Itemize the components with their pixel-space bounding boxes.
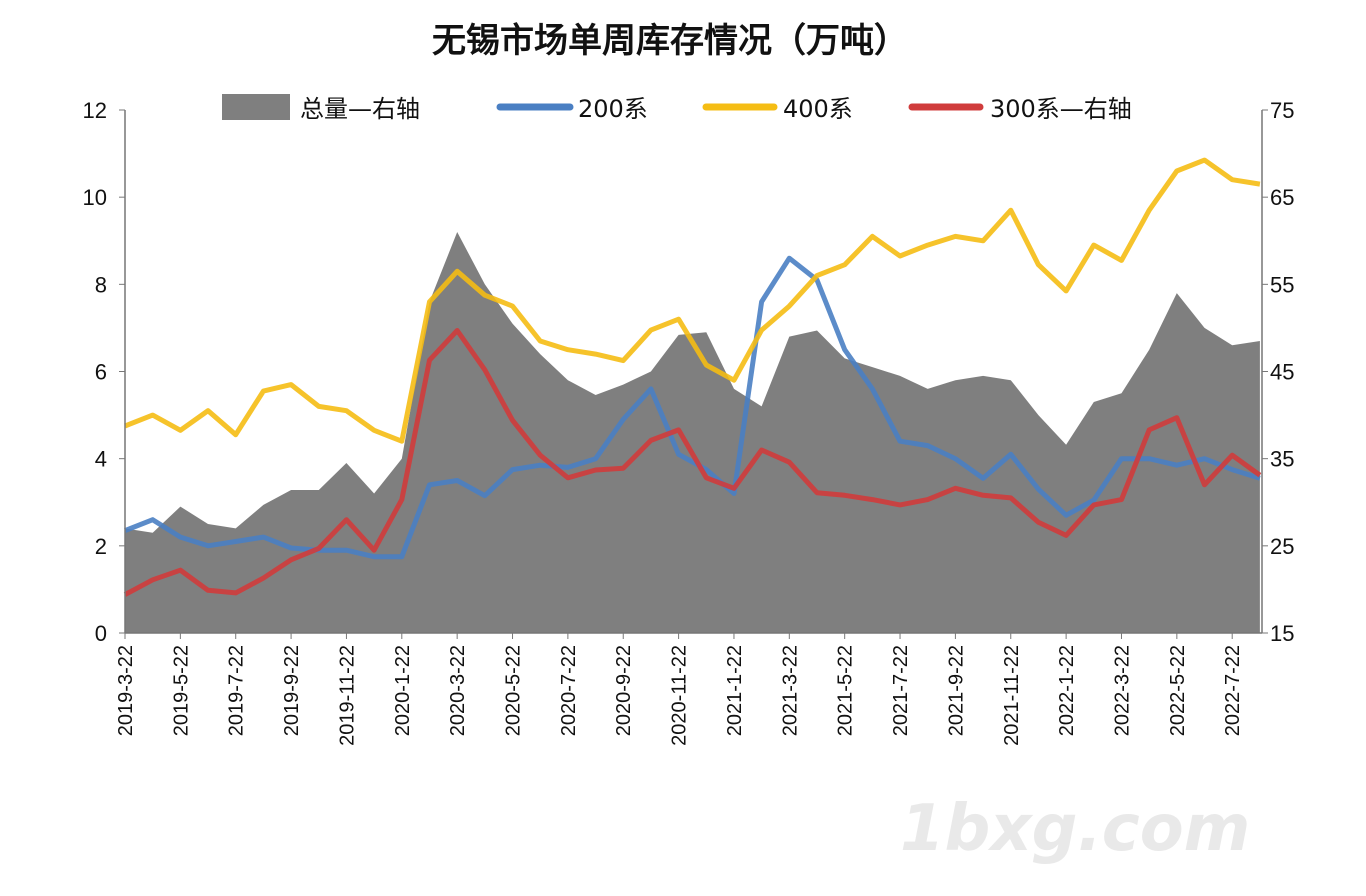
x-tick-label: 2022-5-22 — [1167, 645, 1189, 736]
x-tick-label: 2020-7-22 — [558, 645, 580, 736]
y-left-tick-label: 0 — [95, 621, 107, 646]
x-tick-label: 2021-3-22 — [779, 645, 801, 736]
watermark: 1bxg.com — [900, 792, 1250, 866]
plot-area — [123, 157, 1262, 633]
series-line-400 — [124, 157, 1261, 444]
legend-label-total: 总量—右轴 — [300, 95, 420, 123]
x-tick-label: 2019-9-22 — [281, 645, 303, 736]
x-tick-label: 2022-1-22 — [1056, 645, 1078, 736]
x-tick-label: 2020-5-22 — [503, 645, 525, 736]
x-tick-label: 2022-7-22 — [1222, 645, 1244, 736]
series-line-300 — [123, 328, 1262, 597]
x-tick-label: 2020-9-22 — [613, 645, 635, 736]
legend-label-300: 300系—右轴 — [990, 95, 1132, 123]
x-tick-label: 2021-11-22 — [1001, 645, 1023, 746]
y-left-tick-label: 4 — [95, 447, 107, 472]
x-tick-label: 2021-7-22 — [890, 645, 912, 736]
y-right-tick-label: 45 — [1270, 360, 1294, 385]
legend: 总量—右轴 200系 400系 300系—右轴 — [222, 94, 1132, 123]
x-tick-label: 2022-3-22 — [1111, 645, 1133, 736]
y-right-tick-label: 65 — [1270, 185, 1294, 210]
x-tick-label: 2020-11-22 — [669, 645, 691, 746]
x-tick-label: 2021-1-22 — [724, 645, 746, 736]
x-tick-label: 2019-3-22 — [115, 645, 137, 736]
y-left-tick-label: 10 — [83, 185, 107, 210]
x-tick-label: 2021-5-22 — [835, 645, 857, 736]
x-tick-label: 2019-7-22 — [226, 645, 248, 736]
y-left-tick-label: 6 — [95, 360, 107, 385]
x-tick-label: 2019-5-22 — [170, 645, 192, 736]
legend-swatch-total — [222, 94, 290, 120]
x-tick-label: 2021-9-22 — [945, 645, 967, 736]
x-tick-label: 2020-3-22 — [447, 645, 469, 736]
y-left-tick-label: 8 — [95, 272, 107, 297]
series-area-total — [125, 232, 1260, 633]
y-right-tick-label: 55 — [1270, 272, 1294, 297]
x-tick-label: 2019-11-22 — [336, 645, 358, 746]
y-right-tick-label: 35 — [1270, 447, 1294, 472]
axes: 0 2 4 6 8 10 12 15 25 35 45 55 65 75 2019-3-22 2019-5-2… — [83, 98, 1295, 746]
legend-label-400: 400系 — [783, 95, 853, 123]
legend-label-200: 200系 — [578, 95, 648, 123]
y-right-tick-label: 25 — [1270, 534, 1294, 559]
y-left-tick-label: 12 — [83, 98, 107, 123]
y-left-tick-label: 2 — [95, 534, 107, 559]
y-right-tick-label: 15 — [1270, 621, 1294, 646]
y-right-tick-label: 75 — [1270, 98, 1294, 123]
x-tick-label: 2020-1-22 — [392, 645, 414, 736]
chart-title: 无锡市场单周库存情况（万吨） — [432, 21, 908, 61]
